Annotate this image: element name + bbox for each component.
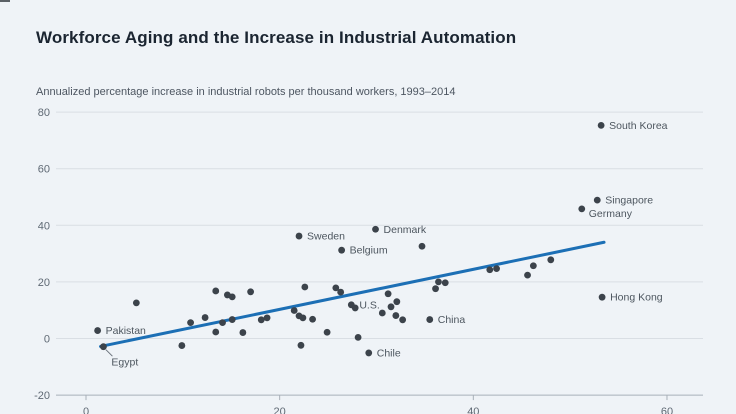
- data-point: [323, 328, 331, 336]
- x-tick-label: 40: [467, 406, 479, 414]
- point-label: Sweden: [307, 231, 345, 243]
- data-point: [212, 328, 220, 336]
- data-point: [263, 314, 271, 322]
- data-point: [219, 319, 226, 327]
- data-point: [493, 265, 500, 272]
- data-point: [201, 314, 209, 321]
- data-point-chile: [365, 349, 373, 357]
- x-tick-label: 0: [83, 406, 89, 414]
- data-point: [441, 279, 449, 287]
- data-point-germany: [578, 205, 586, 213]
- screen-edge-artifact: [0, 0, 10, 2]
- data-point-singapore: [593, 196, 601, 204]
- point-label: South Korea: [609, 120, 668, 132]
- data-point: [178, 342, 186, 349]
- point-label: Germany: [589, 208, 633, 220]
- point-label: Denmark: [384, 224, 427, 236]
- y-tick-label: 80: [38, 107, 50, 119]
- data-point-china: [426, 316, 434, 323]
- y-tick-label: 0: [44, 334, 50, 346]
- data-point-hong-kong: [598, 293, 606, 301]
- data-point: [524, 271, 531, 279]
- y-tick-label: 60: [38, 164, 50, 176]
- data-point: [337, 288, 345, 296]
- data-point: [418, 242, 426, 250]
- point-label: U.S.: [359, 299, 379, 311]
- point-label: Hong Kong: [610, 292, 663, 304]
- data-point-south-korea: [597, 122, 605, 129]
- point-label: Singapore: [605, 195, 653, 207]
- trend-line: [99, 240, 606, 348]
- y-tick-label: 20: [38, 277, 50, 289]
- point-label: Chile: [377, 347, 401, 359]
- data-point: [387, 303, 395, 311]
- data-point: [547, 256, 555, 264]
- data-point-pakistan: [94, 327, 102, 334]
- data-point: [332, 284, 340, 292]
- data-point-denmark: [372, 225, 379, 233]
- data-point: [228, 293, 236, 301]
- data-point: [212, 287, 220, 295]
- data-point: [392, 312, 400, 319]
- data-point: [228, 316, 236, 323]
- x-tick-label: 20: [274, 406, 286, 414]
- data-point: [354, 333, 362, 341]
- data-point: [378, 309, 386, 317]
- data-point: [187, 319, 194, 327]
- data-point: [257, 316, 265, 324]
- data-point-belgium: [338, 246, 346, 254]
- data-point: [435, 278, 442, 286]
- label-leader-line: [105, 349, 113, 357]
- x-tick-label: 60: [661, 406, 673, 414]
- data-point: [399, 316, 407, 324]
- data-point: [301, 283, 309, 291]
- chart-subtitle: Annualized percentage increase in indust…: [36, 86, 456, 98]
- chart-title: Workforce Aging and the Increase in Indu…: [36, 28, 517, 47]
- data-point: [432, 285, 439, 293]
- data-point-egypt: [100, 343, 107, 351]
- data-point: [529, 262, 537, 270]
- data-point: [393, 298, 401, 306]
- y-tick-label: 40: [38, 220, 50, 232]
- data-point-sweden: [295, 232, 303, 240]
- data-point: [384, 290, 392, 298]
- data-point: [299, 314, 307, 322]
- data-point: [309, 315, 316, 323]
- data-point: [351, 304, 359, 312]
- point-label: Egypt: [111, 357, 138, 369]
- data-point: [247, 288, 255, 296]
- data-point: [486, 266, 494, 274]
- y-tick-label: -20: [34, 390, 50, 402]
- point-label: Pakistan: [106, 325, 146, 337]
- point-label: Belgium: [350, 245, 388, 257]
- data-point: [290, 307, 298, 314]
- data-point: [297, 341, 305, 349]
- point-label: China: [438, 314, 466, 326]
- data-point: [239, 329, 247, 336]
- data-point: [132, 299, 140, 307]
